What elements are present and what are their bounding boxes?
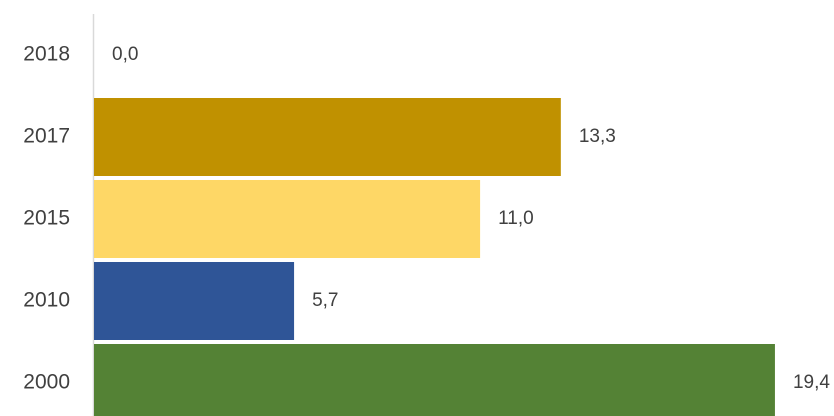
category-label-2010: 2010 xyxy=(23,289,70,312)
bar-2000 xyxy=(94,344,775,416)
value-label-2015: 11,0 xyxy=(498,208,534,229)
category-label-2017: 2017 xyxy=(23,125,70,148)
category-label-2015: 2015 xyxy=(23,207,70,230)
value-label-2017: 13,3 xyxy=(579,126,616,147)
value-label-2000: 19,4 xyxy=(793,372,830,393)
value-label-2018: 0,0 xyxy=(112,44,138,65)
bars-group xyxy=(94,98,775,416)
value-label-2010: 5,7 xyxy=(312,290,338,311)
bar-2017 xyxy=(94,98,561,176)
labels-group: 2018 0,0 2017 13,3 2015 11,0 2010 5,7 2000 19,4 xyxy=(23,43,830,394)
category-label-2000: 2000 xyxy=(23,371,70,394)
category-label-2018: 2018 xyxy=(23,43,70,66)
bar-2015 xyxy=(94,180,481,258)
bar-2010 xyxy=(94,262,295,340)
